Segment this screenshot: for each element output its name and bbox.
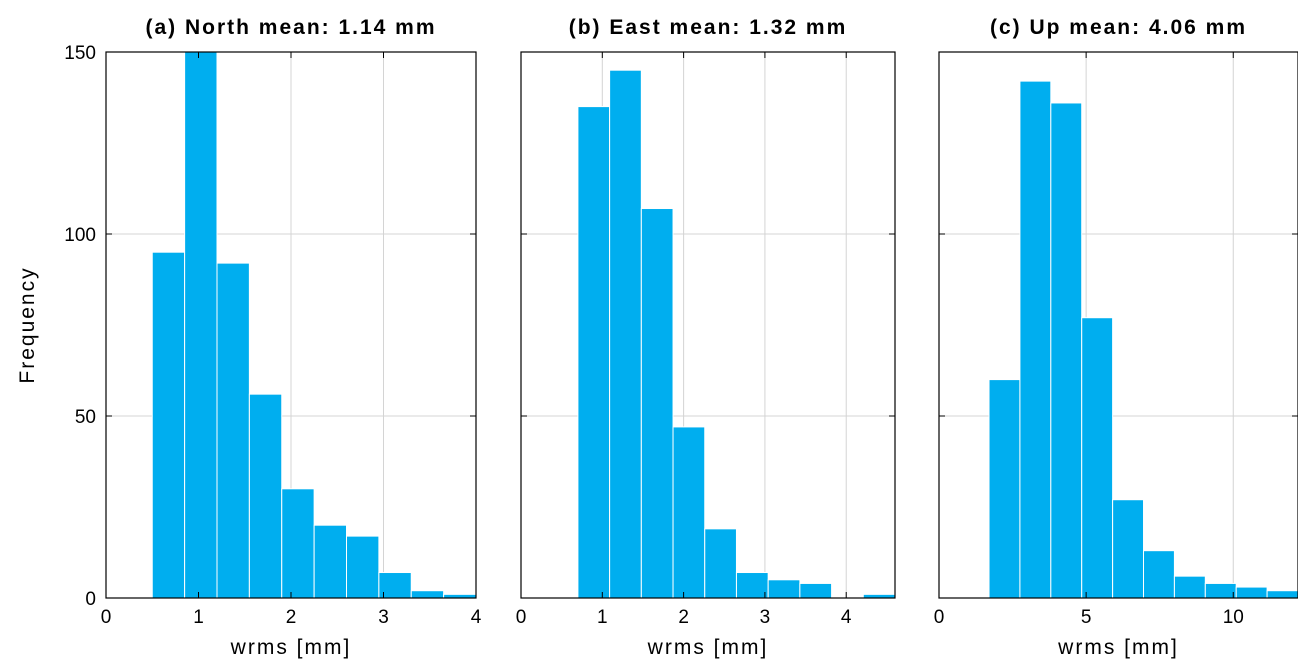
histogram-bar [1235,586,1268,599]
histogram-bar [609,69,642,599]
histogram-bar [767,579,801,599]
histogram-bar [346,535,380,599]
panel-title: (b) East mean: 1.32 mm [569,16,848,39]
panel-title: (c) Up mean: 4.06 mm [990,16,1247,39]
y-tick-label: 150 [64,43,96,64]
panel-title: (a) North mean: 1.14 mm [145,16,436,39]
histogram-bar [184,51,218,599]
histogram-bar [1266,590,1298,599]
x-tick-label: 3 [378,607,389,628]
x-tick-label: 2 [286,607,297,628]
x-axis-label: wrms [mm] [230,636,352,659]
histogram-bar [640,208,674,599]
y-tick-label: 50 [75,407,96,428]
x-tick-label: 0 [516,607,527,628]
x-tick-label: 3 [760,607,771,628]
histogram-bar [799,582,833,599]
histogram-bar [248,393,283,599]
panel-1: 0 1 2 3 4 0 50 100 150 (a) North mean: 1.14 mm wrm… [64,16,481,659]
histogram-bar [1019,80,1052,599]
panel-2: 0 1 2 3 4 (b) East mean: 1.32 mm wrms [mm] [516,16,896,659]
histogram-bar [1173,575,1206,599]
histogram-bar [1050,102,1083,599]
histogram-bar [151,251,186,599]
histogram-bar [577,106,611,599]
x-tick-label: 0 [934,607,945,628]
histogram-bar [735,572,769,599]
x-tick-label: 4 [471,607,482,628]
histogram-bar [378,572,412,599]
panel-3: 0 5 10 (c) Up mean: 4.06 mm wrms [mm] [934,16,1298,659]
x-axis-label: wrms [mm] [1057,636,1179,659]
x-tick-label: 2 [678,607,689,628]
histogram-bar [410,590,445,599]
histogram-bar [1081,317,1114,599]
histogram-bar [281,488,315,599]
y-tick-label: 0 [85,589,96,610]
x-tick-label: 0 [101,607,112,628]
x-axis-label: wrms [mm] [647,636,769,659]
histogram-bar [216,262,250,599]
histogram-bar [1112,499,1145,599]
y-axis-label: Frequency [16,266,39,383]
x-tick-label: 5 [1081,607,1092,628]
histogram-bar [704,528,737,599]
x-tick-label: 1 [193,607,204,628]
x-tick-label: 10 [1223,607,1244,628]
histogram-bar [988,379,1021,599]
x-tick-label: 1 [597,607,608,628]
axes-frame [520,51,896,599]
x-tick-label: 4 [841,607,852,628]
y-tick-label: 100 [64,225,96,246]
histogram-bar [1143,550,1175,599]
histogram-bar [672,426,706,599]
histogram-bar [313,524,347,599]
axes-frame [938,51,1298,599]
histogram-bar [1204,582,1237,599]
